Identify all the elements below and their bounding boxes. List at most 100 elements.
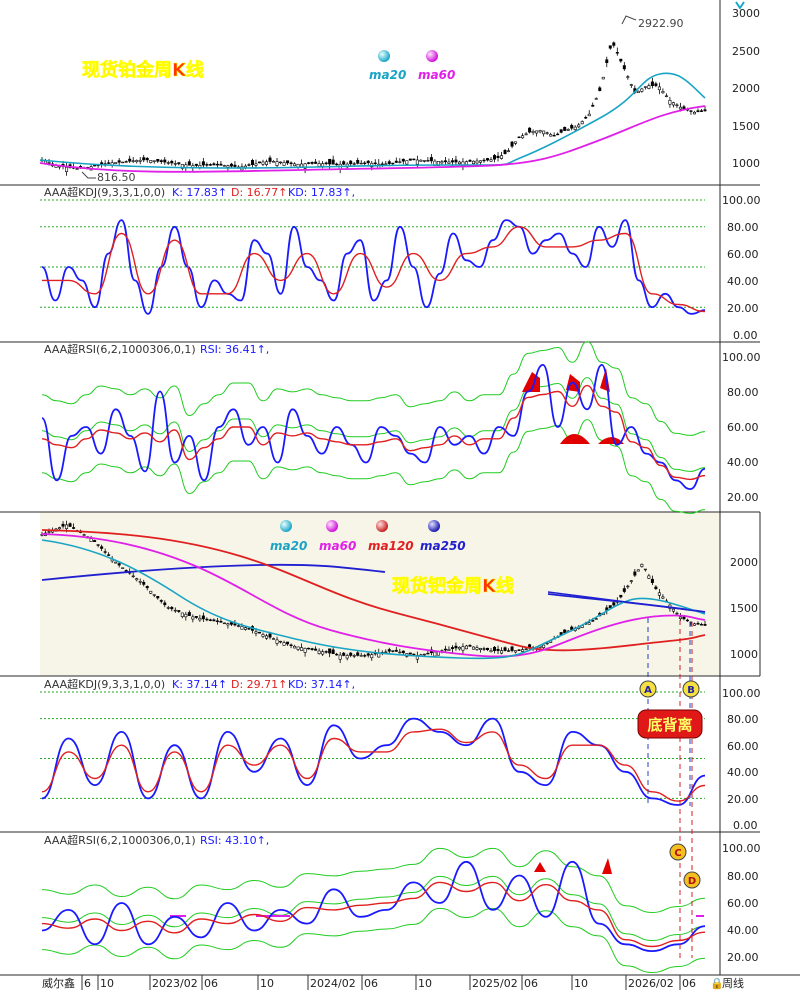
pt-candle-body [440,161,444,164]
pt-rsi-mid-band [41,377,706,472]
pd-rsi-yaxis: 100.00 80.00 60.00 40.00 20.00 [722,842,761,964]
pt-candle-body [380,163,384,165]
pd-legend-ma250: ma250 [420,539,466,553]
pd-trend-line [547,591,706,613]
pd-kdj-ytick: 40.00 [727,766,759,779]
ma60-ball-icon [326,520,338,532]
pt-candle-body [261,161,265,165]
pd-candle-body [359,655,363,657]
pt-candle-body [612,42,616,46]
pd-candle-body [47,531,51,533]
pd-candle-body [229,622,233,625]
pt-candle-body [156,158,160,162]
pd-rsi-overbought-fills [534,858,612,874]
pt-candle-body [489,159,493,162]
pd-candle-body [461,646,465,651]
pd-kdj-ytick: 60.00 [727,740,759,753]
pt-candle-body [324,162,328,165]
pt-candle-body [314,161,318,164]
pt-candle-body [401,158,405,162]
pd-candle-body [177,610,181,612]
pd-candle-body [170,607,174,610]
pt-candle-body [675,104,679,107]
pd-candle-body [366,653,370,656]
pt-candle-body [201,161,205,166]
pt-ytick: 2500 [732,45,760,58]
pd-candle-body [114,561,118,564]
pd-rsi-line [41,860,706,953]
pd-candle-body [692,623,696,626]
pt-candle-body [177,162,181,165]
pd-candle-body [240,626,244,630]
pt-candle-body [222,165,226,167]
pd-legend-ma20: ma20 [270,539,307,553]
pt-candle-body [356,159,360,164]
pt-kdj-ytick: 100.00 [722,194,761,207]
lock-icon[interactable]: 🔒 [710,977,724,990]
pt-kdj-ytick: 40.00 [727,275,759,288]
pt-candle-body [268,157,272,162]
pt-candle-body [538,130,542,133]
pd-candle-body [650,578,654,583]
pd-candle-body [510,646,514,651]
pd-candle-body [103,551,107,553]
pt-price-panel [40,0,720,185]
pt-candle-body [215,163,219,166]
pd-title-text: 现货钯金周K线 [392,575,514,597]
pd-candle-body [443,648,447,651]
pd-candle-body [394,649,398,652]
pd-candle-body [482,648,486,650]
pd-kdj-d: D: 29.71↑ [231,678,287,691]
pd-candle-body [342,652,346,656]
pt-candle-body [419,159,423,162]
pt-candle-body [75,168,79,170]
pd-kdj-ytick: 0.00 [733,819,758,832]
pt-kdj-ytick: 0.00 [733,329,758,342]
pd-candle-body [163,602,167,606]
pt-candle-body [475,160,479,164]
ma60-ball-icon [426,50,438,62]
pt-candle-body [198,164,202,168]
pd-candle-body [384,651,388,653]
pt-candle-body [615,52,619,54]
pd-candle-body [159,600,163,602]
pd-candle-body [331,649,335,655]
pd-ma250-line [41,563,386,581]
pd-candle-body [72,527,76,529]
pt-candle-body [405,160,409,165]
pt-candle-body [542,130,546,135]
pt-yaxis: 3000 2500 2000 1500 1000 [732,7,760,170]
pd-candle-body [257,631,261,634]
pd-kdj-ytick: 100.00 [722,687,761,700]
pd-candle-body [626,585,630,588]
scroll-up-icon[interactable] [735,1,745,10]
pt-candle-body [605,59,609,64]
pd-candle-body [457,647,461,650]
pd-candle-body [489,650,493,653]
pt-candle-body [275,161,279,166]
pt-candle-body [328,158,332,165]
pt-candle-body [457,161,461,165]
pt-candle-body [664,95,668,97]
pt-candle-body [408,158,412,161]
pd-candle-body [335,653,339,656]
pt-ytick: 1500 [732,120,760,133]
pt-candle-body [584,117,588,119]
pt-rsi-yaxis: 100.00 80.00 60.00 40.00 20.00 [722,351,761,504]
pd-ma60-line [41,533,706,658]
pd-candle-body [307,647,311,650]
pd-candle-body [135,578,139,581]
pt-candle-body [166,162,170,164]
pt-candle-body [549,134,553,137]
x-axis-period[interactable]: 周线 [722,976,744,990]
pd-rsi-title: AAA超RSI(6,2,1000306,0,1) [44,833,196,847]
pt-candle-body [626,76,630,78]
pt-candle-body [524,133,528,136]
pt-candle-body [331,159,335,165]
pd-candle-body [233,623,237,626]
pd-candle-body [96,544,100,546]
pt-candle-body [563,126,567,131]
pd-candle-body [608,605,612,609]
pt-candle-body [359,162,363,165]
ma120-ball-icon [376,520,388,532]
